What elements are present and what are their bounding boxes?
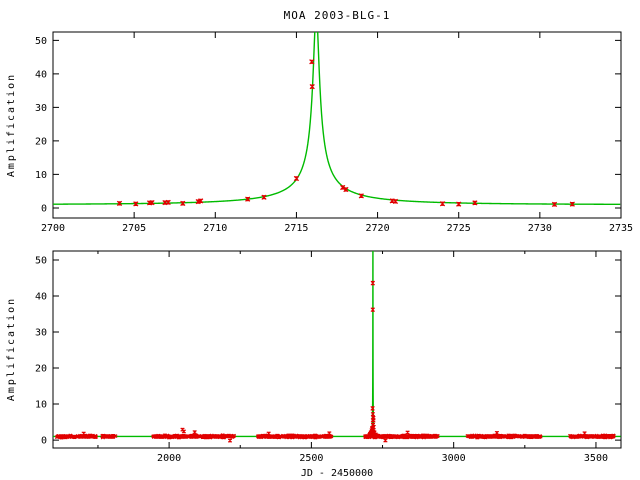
- plot-frame: [52, 31, 622, 219]
- panel-content: [53, 32, 621, 208]
- x-tick-label: 2715: [284, 223, 308, 234]
- y-tick-label: 10: [35, 170, 47, 181]
- y-tick-label: 20: [35, 364, 47, 375]
- panel-content: [53, 251, 621, 443]
- y-tick-label: 0: [41, 203, 47, 214]
- data-points-baseline-cluster-6: [568, 433, 616, 440]
- data-points-baseline-cluster-5: [465, 433, 543, 440]
- y-tick-label: 30: [35, 328, 47, 339]
- axis-ticks: [52, 32, 622, 218]
- top-panel: 2700 2705 2710 2715 2720 2725 2730 2735 0 10 20 30 4…: [35, 31, 633, 234]
- y-tick-label: 10: [35, 400, 47, 411]
- model-curve: [53, 32, 621, 206]
- y-tick-label: 0: [41, 436, 47, 447]
- data-points-spike: [370, 412, 376, 435]
- x-tick-label: 2720: [366, 223, 390, 234]
- x-tick-label: 2710: [203, 223, 227, 234]
- data-points-baseline-cluster-1: [100, 433, 118, 440]
- x-tick-label: 3000: [442, 453, 466, 464]
- data-points-baseline-cluster-0: [55, 433, 98, 440]
- data-points-baseline-cluster-2: [151, 433, 236, 440]
- y-tick-label: 30: [35, 103, 47, 114]
- x-tick-label: 2730: [528, 223, 552, 234]
- data-points-baseline-cluster-3: [256, 433, 334, 440]
- y-tick-label: 50: [35, 36, 47, 47]
- top-y-axis-label: Amplification: [6, 73, 17, 177]
- y-tick-label: 50: [35, 256, 47, 267]
- axis-ticks: [53, 251, 621, 448]
- bottom-x-axis-label: JD - 2450000: [301, 468, 373, 479]
- data-points-event: [116, 59, 575, 208]
- data-points-baseline-cluster-4: [363, 433, 440, 440]
- y-tick-label: 40: [35, 292, 47, 303]
- x-tick-label: 2700: [41, 223, 65, 234]
- bottom-panel: 2000 2500 3000 3500 0 10 20 30 40 50: [35, 250, 622, 464]
- x-tick-label: 3500: [584, 453, 608, 464]
- x-tick-label: 2735: [609, 223, 633, 234]
- model-curve: [53, 251, 621, 438]
- x-tick-label: 2705: [122, 223, 146, 234]
- x-tick-label: 2500: [299, 453, 323, 464]
- x-tick-label: 2000: [157, 453, 181, 464]
- y-tick-label: 20: [35, 136, 47, 147]
- x-tick-label: 2725: [447, 223, 471, 234]
- y-tick-label: 40: [35, 69, 47, 80]
- bottom-y-axis-label: Amplification: [6, 297, 17, 401]
- chart-title: MOA 2003-BLG-1: [284, 9, 391, 22]
- plot-frame: [52, 250, 622, 449]
